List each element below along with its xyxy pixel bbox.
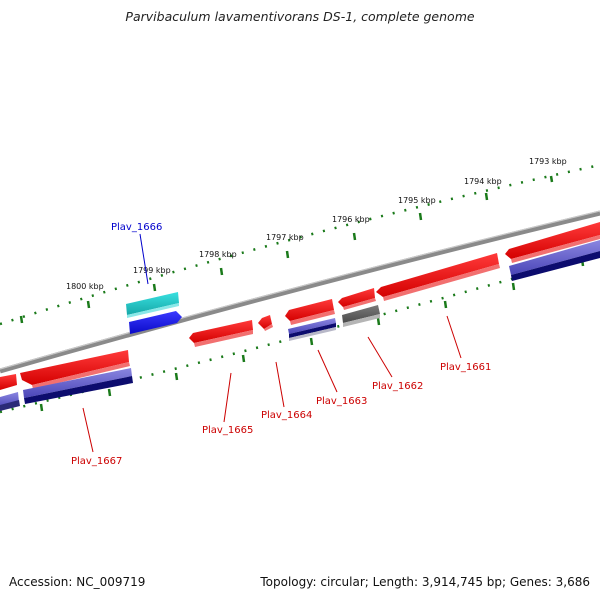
genome-backbone [0,210,600,374]
gene-plav-1663[interactable] [285,299,336,341]
gene-plav-1664[interactable] [258,315,273,331]
gene-plav-1665[interactable] [189,320,253,347]
genome-summary-text: Topology: circular; Length: 3,914,745 bp… [260,575,590,589]
gene-label-plav-1661[interactable]: Plav_1661 [440,362,491,373]
major-ticks-outer [19,175,554,324]
map-title: Parvibaculum lavamentivorans DS-1, compl… [125,9,475,24]
gene-label-plav-1665[interactable]: Plav_1665 [202,425,253,436]
gene-plav-1667[interactable] [0,350,133,411]
connector-plav-1666 [139,233,149,285]
scale-label-1793: 1793 kbp [529,157,567,166]
gene-plav-1661[interactable] [376,253,500,301]
scale-label-1797: 1797 kbp [266,233,304,242]
gene-label-plav-1666[interactable]: Plav_1666 [111,222,162,233]
gene-right-partial[interactable] [505,222,600,281]
connector-plav-1664 [275,361,285,408]
gene-label-plav-1664[interactable]: Plav_1664 [261,410,312,421]
scale-label-1800: 1800 kbp [66,282,104,291]
connector-plav-1661 [446,315,462,359]
scale-ruler-outer [0,163,600,326]
accession-text: Accession: NC_009719 [9,575,146,589]
scale-label-1796: 1796 kbp [332,215,370,224]
scale-label-1794: 1794 kbp [464,177,502,186]
gene-label-plav-1663[interactable]: Plav_1663 [316,396,367,407]
connector-plav-1663 [317,349,338,393]
gene-label-plav-1667[interactable]: Plav_1667 [71,456,122,467]
connector-plav-1662 [367,336,393,378]
gene-plav-1662[interactable] [338,288,380,327]
scale-label-1795: 1795 kbp [398,196,436,205]
scale-label-1799: 1799 kbp [133,266,171,275]
connector-plav-1665 [223,372,232,423]
gene-plav-1666[interactable] [126,292,182,334]
scale-label-1798: 1798 kbp [199,250,237,259]
connector-plav-1667 [82,407,94,453]
gene-label-plav-1662[interactable]: Plav_1662 [372,381,423,392]
